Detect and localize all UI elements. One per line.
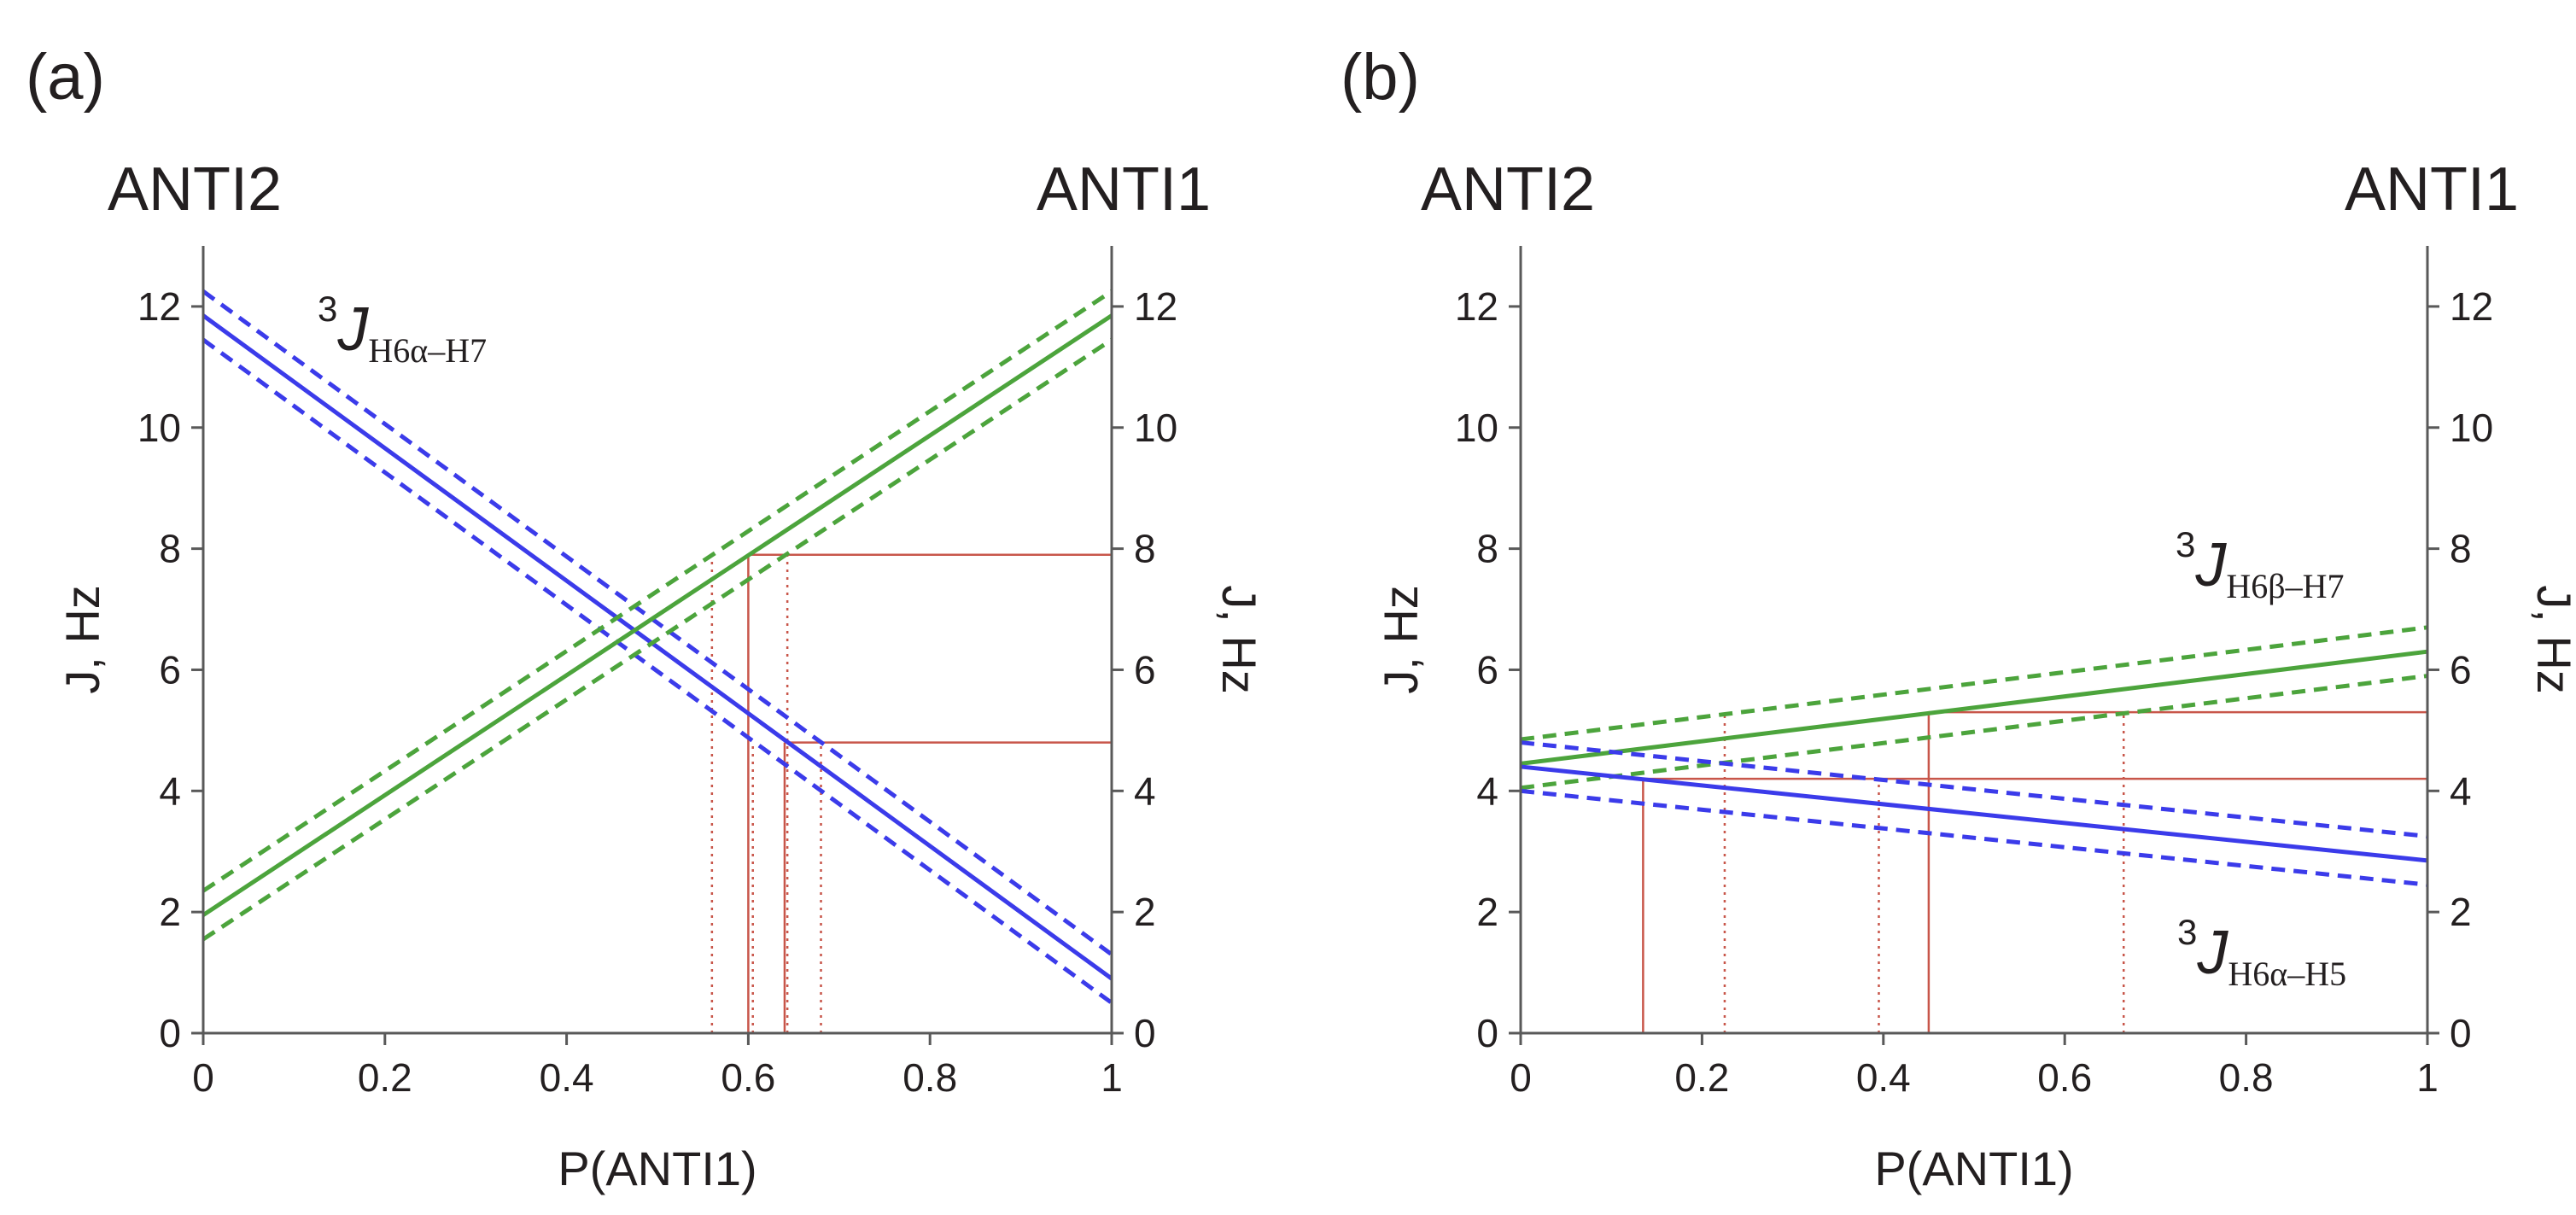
- y-tick-label-left: 8: [1476, 527, 1498, 571]
- series-line: [202, 313, 1113, 917]
- x-tick-label: 0.2: [358, 1055, 412, 1100]
- y-tick-label-left: 4: [1476, 768, 1498, 813]
- x-axis-label: P(ANTI1): [558, 1142, 756, 1195]
- right-end-title: ANTI1: [1037, 155, 1211, 224]
- x-tick-label: 0: [192, 1055, 214, 1100]
- x-tick-label: 0.8: [902, 1055, 957, 1100]
- series-bound-line: [1520, 674, 2428, 791]
- y-tick-label-left: 10: [1455, 406, 1498, 450]
- y-tick-label-right: 8: [1134, 527, 1156, 571]
- series-bound-line: [202, 337, 1113, 1005]
- y-tick-label-left: 6: [159, 647, 181, 692]
- series-bound-line: [1520, 625, 2428, 742]
- y-tick-label-left: 12: [137, 284, 181, 329]
- y-tick-label-right: 12: [2450, 284, 2493, 329]
- y-axis-label-right: J, Hz: [1212, 585, 1266, 694]
- y-tick-label-left: 2: [159, 890, 181, 934]
- x-tick-label: 1: [2416, 1055, 2439, 1100]
- x-axis-label: P(ANTI1): [1874, 1142, 2073, 1195]
- y-tick-label-left: 4: [159, 768, 181, 813]
- series-label: 3JH6α–H7: [318, 289, 487, 370]
- series-line: [202, 313, 1113, 981]
- x-tick-label: 0.8: [2219, 1055, 2274, 1100]
- right-end-title: ANTI1: [2345, 155, 2519, 224]
- series-bound-line: [202, 289, 1113, 956]
- y-tick-label-right: 2: [1134, 890, 1156, 934]
- x-tick-label: 0.2: [1674, 1055, 1729, 1100]
- y-tick-label-right: 4: [2450, 768, 2472, 813]
- left-end-title: ANTI2: [1421, 155, 1595, 224]
- x-tick-label: 0.6: [2037, 1055, 2092, 1100]
- y-tick-label-right: 6: [2450, 647, 2472, 692]
- x-tick-label: 0.4: [1856, 1055, 1911, 1100]
- y-tick-label-right: 0: [1134, 1011, 1156, 1055]
- x-tick-label: 0: [1510, 1055, 1532, 1100]
- y-tick-label-left: 8: [159, 527, 181, 571]
- y-axis-label-right: J, Hz: [2527, 585, 2576, 694]
- y-tick-label-right: 12: [1134, 284, 1177, 329]
- y-tick-label-right: 6: [1134, 647, 1156, 692]
- x-tick-label: 0.4: [540, 1055, 594, 1100]
- series-line: [1520, 764, 2428, 863]
- series-label: 3JH6α–H5: [2177, 912, 2346, 993]
- y-tick-label-right: 10: [2450, 406, 2493, 450]
- y-tick-label-left: 12: [1455, 284, 1498, 329]
- panel-label: (b): [1341, 41, 1420, 114]
- y-tick-label-right: 4: [1134, 768, 1156, 813]
- x-tick-label: 1: [1101, 1055, 1123, 1100]
- series-bound-line: [1520, 788, 2428, 887]
- y-axis-label-left: J, Hz: [1374, 585, 1428, 694]
- y-tick-label-right: 10: [1134, 406, 1177, 450]
- y-tick-label-left: 6: [1476, 647, 1498, 692]
- x-tick-label: 0.6: [721, 1055, 775, 1100]
- y-tick-label-left: 0: [1476, 1011, 1498, 1055]
- series-bound-line: [1520, 740, 2428, 838]
- y-tick-label-left: 0: [159, 1011, 181, 1055]
- y-tick-label-right: 8: [2450, 527, 2472, 571]
- y-tick-label-left: 2: [1476, 890, 1498, 934]
- series-label: 3JH6β–H7: [2176, 524, 2344, 605]
- y-tick-label-right: 0: [2450, 1011, 2472, 1055]
- series-bound-line: [202, 289, 1113, 893]
- panel-label: (a): [26, 41, 105, 114]
- y-axis-label-left: J, Hz: [55, 585, 109, 694]
- y-tick-label-left: 10: [137, 406, 181, 450]
- series-bound-line: [202, 337, 1113, 942]
- series-line: [1520, 649, 2428, 766]
- y-tick-label-right: 2: [2450, 890, 2472, 934]
- left-end-title: ANTI2: [108, 155, 282, 224]
